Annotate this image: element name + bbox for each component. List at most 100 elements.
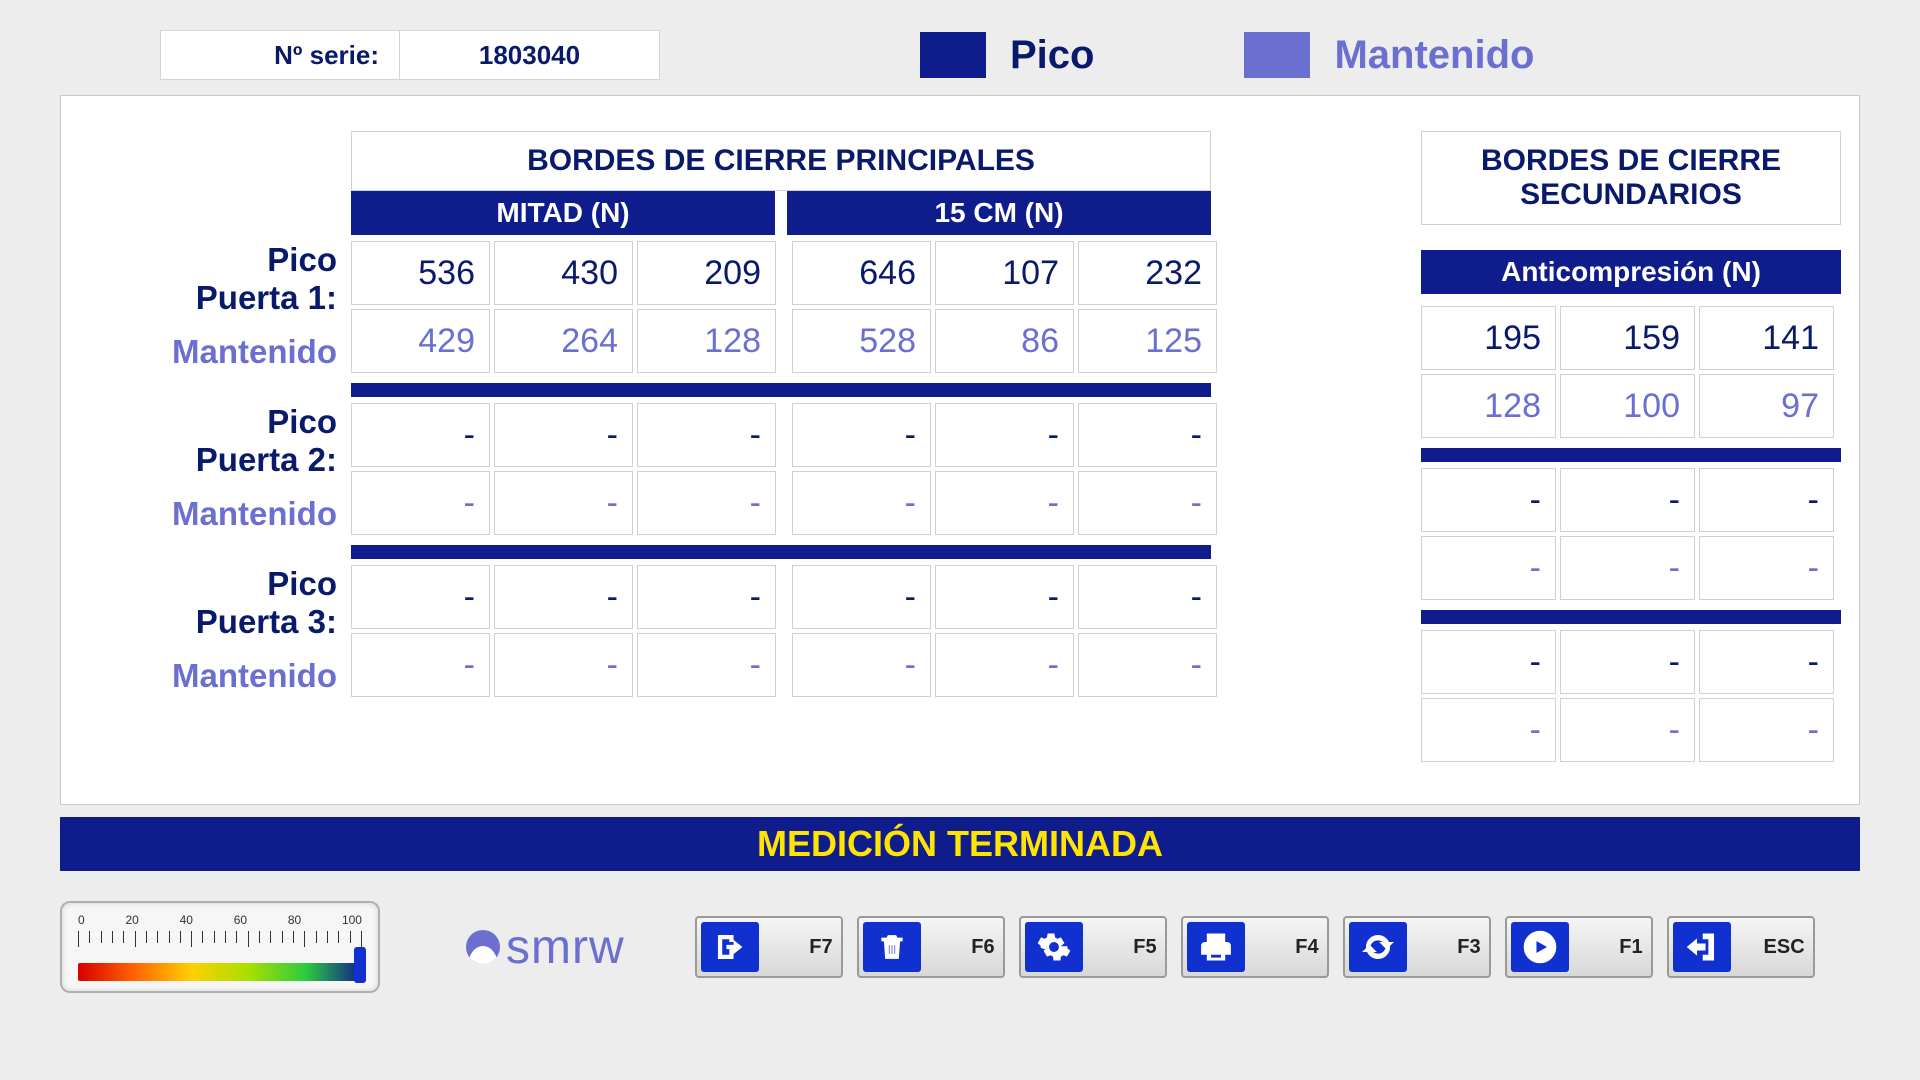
fkey-f3[interactable]: F3 — [1343, 916, 1491, 978]
cell-pico: - — [351, 403, 490, 467]
serial-value: 1803040 — [400, 30, 660, 80]
row-label-pico: Pico — [81, 403, 337, 441]
side-cell-pico: - — [1421, 630, 1556, 694]
row-label-mant: Mantenido — [81, 657, 337, 695]
export-icon — [701, 922, 759, 972]
settings-icon — [1025, 922, 1083, 972]
row-label-puerta: Puerta 1: — [81, 279, 337, 317]
cell-mant: - — [1078, 471, 1217, 535]
side-section-title: BORDES DE CIERRE SECUNDARIOS — [1421, 131, 1841, 225]
separator — [351, 545, 1211, 559]
gauge-marker — [354, 947, 366, 983]
gauge-tick-label: 40 — [180, 913, 193, 931]
side-cell-mant: - — [1421, 536, 1556, 600]
status-bar: MEDICIÓN TERMINADA — [60, 817, 1860, 871]
side-cell-pico: - — [1421, 468, 1556, 532]
side-cell-mant: - — [1699, 698, 1834, 762]
side-cell-pico: - — [1560, 468, 1695, 532]
cell-pico: 209 — [637, 241, 776, 305]
serial-label: Nº serie: — [160, 30, 400, 80]
fkey-f4[interactable]: F4 — [1181, 916, 1329, 978]
legend-pico-swatch — [920, 32, 986, 78]
door-block-3: PicoPuerta 3:Mantenido------------ — [81, 565, 1221, 697]
gauge: 020406080100 — [60, 901, 380, 993]
door-block-1: PicoPuerta 1:Mantenido536430209646107232… — [81, 241, 1221, 373]
sync-icon — [1349, 922, 1407, 972]
cell-pico: 232 — [1078, 241, 1217, 305]
cell-pico: 430 — [494, 241, 633, 305]
play-icon — [1511, 922, 1569, 972]
sub-header-mitad: MITAD (N) — [351, 191, 775, 235]
gauge-tick-label: 100 — [342, 913, 362, 931]
fkey-f5[interactable]: F5 — [1019, 916, 1167, 978]
gauge-tick-label: 20 — [125, 913, 138, 931]
sub-header-15cm: 15 CM (N) — [787, 191, 1211, 235]
cell-mant: - — [792, 633, 931, 697]
cell-pico: - — [351, 565, 490, 629]
cell-mant: - — [637, 471, 776, 535]
fkey-esc[interactable]: ESC — [1667, 916, 1815, 978]
side-cell-pico: 159 — [1560, 306, 1695, 370]
row-label-mant: Mantenido — [81, 495, 337, 533]
door-block-2: PicoPuerta 2:Mantenido------------ — [81, 403, 1221, 535]
fkey-label: F6 — [971, 936, 994, 959]
brand-logo: smrw — [466, 920, 625, 975]
cell-mant: 86 — [935, 309, 1074, 373]
cell-pico: - — [935, 403, 1074, 467]
fkey-f7[interactable]: F7 — [695, 916, 843, 978]
cell-mant: - — [494, 471, 633, 535]
row-label-pico: Pico — [81, 565, 337, 603]
separator — [1421, 448, 1841, 462]
cell-mant: 528 — [792, 309, 931, 373]
row-label-pico: Pico — [81, 241, 337, 279]
fkey-label: F1 — [1619, 936, 1642, 959]
fkey-label: F7 — [809, 936, 832, 959]
side-cell-pico: - — [1699, 630, 1834, 694]
results-panel: BORDES DE CIERRE PRINCIPALES MITAD (N) 1… — [60, 95, 1860, 805]
cell-mant: 128 — [637, 309, 776, 373]
side-cell-pico: 195 — [1421, 306, 1556, 370]
cell-pico: 536 — [351, 241, 490, 305]
separator — [1421, 610, 1841, 624]
legend-mant-swatch — [1244, 32, 1310, 78]
legend-mant-label: Mantenido — [1334, 33, 1534, 78]
side-cell-mant: - — [1560, 698, 1695, 762]
side-cell-pico: - — [1699, 468, 1834, 532]
side-block-2: ------ — [1421, 468, 1841, 600]
side-cell-mant: 128 — [1421, 374, 1556, 438]
gauge-tick-label: 60 — [234, 913, 247, 931]
cell-pico: - — [1078, 565, 1217, 629]
side-cell-pico: 141 — [1699, 306, 1834, 370]
cell-pico: - — [935, 565, 1074, 629]
cell-pico: - — [1078, 403, 1217, 467]
fkey-label: F3 — [1457, 936, 1480, 959]
cell-mant: - — [351, 471, 490, 535]
cell-mant: - — [637, 633, 776, 697]
side-cell-pico: - — [1560, 630, 1695, 694]
cell-pico: 646 — [792, 241, 931, 305]
cell-mant: 125 — [1078, 309, 1217, 373]
side-cell-mant: - — [1699, 536, 1834, 600]
fkey-f6[interactable]: F6 — [857, 916, 1005, 978]
side-block-1: 19515914112810097 — [1421, 306, 1841, 438]
side-cell-mant: 97 — [1699, 374, 1834, 438]
fkey-label: F4 — [1295, 936, 1318, 959]
cell-mant: - — [1078, 633, 1217, 697]
separator — [351, 383, 1211, 397]
side-cell-mant: - — [1421, 698, 1556, 762]
exit-icon — [1673, 922, 1731, 972]
row-label-puerta: Puerta 2: — [81, 441, 337, 479]
main-section-title: BORDES DE CIERRE PRINCIPALES — [351, 131, 1211, 191]
cell-mant: - — [351, 633, 490, 697]
cell-mant: - — [935, 471, 1074, 535]
cell-mant: - — [935, 633, 1074, 697]
cell-pico: - — [494, 565, 633, 629]
fkey-f1[interactable]: F1 — [1505, 916, 1653, 978]
brand-text: smrw — [506, 920, 625, 975]
cell-pico: - — [792, 565, 931, 629]
side-cell-mant: - — [1560, 536, 1695, 600]
cell-mant: 429 — [351, 309, 490, 373]
cell-mant: 264 — [494, 309, 633, 373]
row-label-mant: Mantenido — [81, 333, 337, 371]
cell-mant: - — [494, 633, 633, 697]
